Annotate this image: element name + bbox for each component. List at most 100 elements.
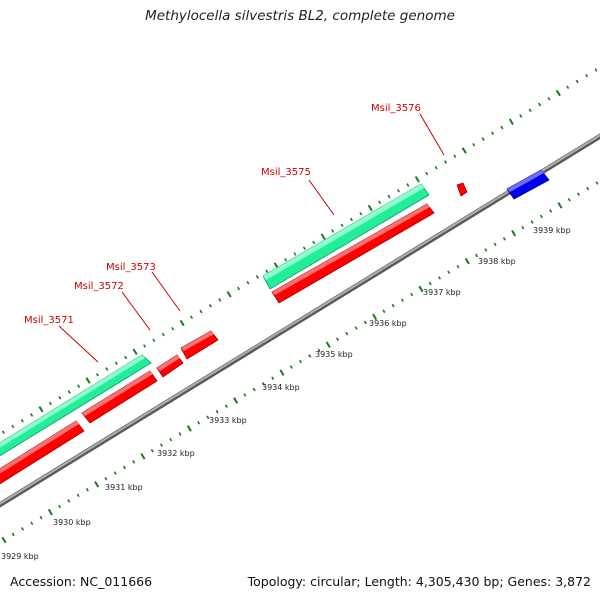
scale-tick (271, 376, 275, 381)
scale-label: 3934 kbp (262, 383, 300, 392)
scale-tick (557, 202, 563, 209)
feature-red-1[interactable] (0, 420, 85, 485)
scale-tick (1, 430, 5, 435)
scale-tick (85, 377, 91, 384)
backbone (0, 133, 600, 508)
scale-tick (243, 393, 247, 397)
scale-tick (289, 365, 293, 369)
scale-label: 3937 kbp (423, 288, 461, 297)
scale-tick (39, 515, 43, 520)
scale-tick (122, 465, 126, 470)
scale-tick (124, 355, 128, 360)
feature-green-right[interactable] (262, 183, 430, 290)
scale-tick (336, 337, 340, 342)
feature-blue[interactable] (506, 169, 550, 200)
scale-tick (363, 320, 367, 325)
scale-tick (387, 194, 391, 199)
scale-tick (406, 183, 410, 187)
scale-tick (152, 338, 156, 343)
scale-tick (382, 309, 386, 314)
scale-tick (475, 253, 479, 258)
scale-tick (530, 220, 534, 224)
scale-tick (302, 246, 306, 251)
scale-tick (67, 390, 71, 394)
scale-label: 3938 kbp (478, 257, 516, 266)
scale-tick (567, 197, 571, 202)
scale-tick (594, 68, 598, 72)
scale-tick (447, 270, 451, 275)
feature-track (0, 169, 550, 485)
scale-tick (284, 257, 288, 262)
scale-tick (206, 415, 210, 420)
scale-tick (418, 285, 424, 293)
scale-tick (325, 341, 331, 349)
gene-label-msil-3572[interactable]: Msil_3572 (74, 281, 124, 292)
scale-tick (161, 332, 165, 337)
genome-summary-text: Topology: circular; Length: 4,305,430 bp… (247, 574, 591, 589)
scale-label: 3932 kbp (157, 449, 195, 458)
feature-green-left-top (0, 355, 145, 448)
scale-tick (20, 418, 24, 423)
gene-label-msil-3571[interactable]: Msil_3571 (24, 315, 74, 326)
scale-tick (500, 125, 504, 130)
scale-label: 3935 kbp (315, 350, 353, 359)
gene-label-leaders (58, 113, 445, 363)
scale-label: 3929 kbp (1, 552, 39, 561)
scale-label: 3933 kbp (209, 416, 247, 425)
accession-text: Accession: NC_011666 (10, 574, 153, 589)
scale-tick (378, 200, 382, 205)
feature-red-4[interactable] (180, 330, 219, 360)
scale-tick (519, 114, 523, 118)
feature-green-left[interactable] (0, 354, 152, 457)
scale-tick (132, 348, 138, 356)
gene-labels: Msil_3571 Msil_3572 Msil_3573 Msil_3575 … (24, 103, 421, 326)
gene-label-msil-3573[interactable]: Msil_3573 (106, 262, 156, 273)
inner-tick-track (1, 181, 599, 544)
scale-tick (453, 154, 457, 159)
scale-tick (438, 276, 441, 280)
scale-tick (104, 476, 108, 481)
scale-tick (197, 421, 201, 425)
gene-label-msil-3575[interactable]: Msil_3575 (261, 167, 311, 178)
gene-label-msil-3576[interactable]: Msil_3576 (371, 103, 421, 114)
scale-tick (538, 102, 542, 107)
scale-tick (95, 372, 99, 377)
scale-tick (143, 344, 146, 348)
scale-tick (428, 281, 432, 286)
scale-tick (58, 395, 62, 400)
scale-tick (595, 181, 599, 185)
scale-tick (215, 409, 219, 414)
scale-tick (331, 229, 335, 233)
scale-tick (105, 367, 109, 371)
scale-tick (511, 229, 517, 237)
scale-tick (160, 443, 163, 447)
scale-tick (255, 275, 259, 279)
scale-tick (261, 381, 265, 386)
scale-tick (320, 233, 326, 241)
scale-tick (461, 147, 467, 154)
scale-tick (528, 108, 532, 113)
scale-tick (199, 309, 203, 314)
scale-tick (308, 354, 312, 358)
scale-tick (77, 384, 81, 389)
scale-tick (11, 424, 15, 429)
scale-tick (178, 432, 182, 436)
map-title: Methylocella silvestris BL2, complete ge… (145, 8, 455, 24)
scale-tick (340, 223, 344, 228)
scale-tick (279, 369, 285, 376)
scale-tick (349, 217, 353, 222)
scale-tick (414, 175, 420, 183)
scale-tick (190, 315, 194, 320)
scale-tick (391, 303, 395, 308)
scale-tick (186, 425, 192, 432)
scale-tick (575, 79, 579, 84)
scale-tick (464, 257, 470, 265)
scale-labels: 3929 kbp 3930 kbp 3931 kbp 3932 kbp 3933 kbp… (1, 226, 571, 561)
scale-tick (233, 397, 239, 404)
scale-tick (345, 331, 349, 336)
scale-tick (94, 480, 100, 488)
scale-tick (367, 204, 373, 212)
scale-tick (359, 211, 363, 216)
feature-red-small[interactable] (456, 182, 468, 197)
